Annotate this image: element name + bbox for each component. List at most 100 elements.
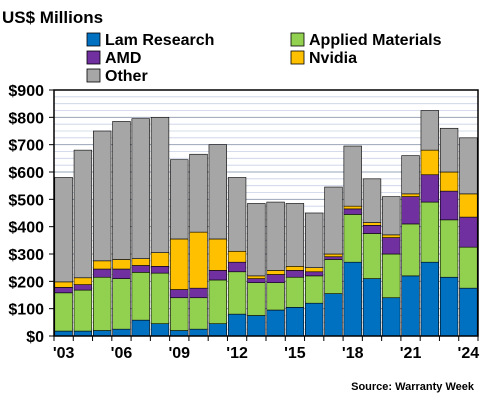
bar-segment-applied-materials bbox=[189, 297, 208, 330]
bar-segment-other bbox=[343, 145, 362, 207]
bar-segment-other bbox=[266, 201, 285, 271]
bar-segment-applied-materials bbox=[131, 272, 150, 321]
bar-segment-other bbox=[285, 203, 305, 267]
bar-segment-amd bbox=[362, 225, 382, 234]
bar-segment-nvidia bbox=[401, 193, 420, 197]
legend-swatch bbox=[86, 68, 101, 83]
chart-title: US$ Millions bbox=[2, 8, 103, 27]
x-tick-label: '24 bbox=[458, 345, 480, 362]
bar-segment-amd bbox=[54, 287, 73, 294]
bar-segment-other bbox=[324, 186, 343, 255]
bar-segment-applied-materials bbox=[266, 282, 285, 311]
bar-segment-other bbox=[73, 149, 93, 279]
bar-segment-lam-research bbox=[439, 276, 459, 337]
bar-segment-other bbox=[208, 144, 227, 240]
bars bbox=[54, 110, 478, 337]
y-tick-label: $400 bbox=[8, 220, 44, 237]
bar-segment-lam-research bbox=[324, 293, 343, 337]
bar-segment-amd bbox=[189, 287, 208, 299]
bar-segment-nvidia bbox=[247, 275, 266, 279]
legend: Lam Research Applied Materials AMD Nvidia Ot… bbox=[86, 32, 442, 85]
y-tick-label: $600 bbox=[8, 165, 44, 182]
legend-label: Lam Research bbox=[105, 32, 214, 49]
bar-segment-applied-materials bbox=[324, 259, 343, 294]
bar-segment-nvidia bbox=[382, 234, 401, 238]
bar-segment-applied-materials bbox=[285, 276, 305, 308]
bar-segment-other bbox=[459, 137, 478, 195]
bar-segment-nvidia bbox=[324, 253, 343, 258]
bar-segment-nvidia bbox=[439, 171, 459, 192]
bar-segment-amd bbox=[285, 270, 305, 278]
bar-segment-applied-materials bbox=[227, 271, 247, 315]
bar-segment-nvidia bbox=[54, 281, 73, 288]
y-axis: $0 $100 $200 $300 $400 $500 $600 $700 $800 $900 bbox=[8, 83, 54, 346]
legend-label: AMD bbox=[105, 50, 141, 67]
x-tick-label: '18 bbox=[342, 345, 364, 362]
bar-segment-other bbox=[189, 153, 208, 233]
bar-segment-other bbox=[439, 127, 459, 173]
x-tick-label: '12 bbox=[226, 345, 248, 362]
bar-segment-nvidia bbox=[305, 267, 324, 273]
bar-segment-lam-research bbox=[285, 306, 305, 337]
bar-segment-nvidia bbox=[420, 149, 439, 176]
bar-segment-lam-research bbox=[227, 313, 247, 337]
bar-segment-applied-materials bbox=[247, 282, 266, 316]
x-tick-label: '06 bbox=[111, 345, 133, 362]
bar-segment-other bbox=[150, 117, 170, 253]
bar-segment-nvidia bbox=[285, 265, 305, 271]
bar-segment-nvidia bbox=[266, 270, 285, 275]
bar-segment-nvidia bbox=[73, 277, 93, 285]
bar-segment-lam-research bbox=[189, 328, 208, 337]
bar-segment-amd bbox=[324, 256, 343, 260]
x-tick-label: '09 bbox=[168, 345, 190, 362]
bar-segment-other bbox=[305, 212, 324, 268]
legend-swatch bbox=[290, 32, 305, 47]
bar-segment-nvidia bbox=[150, 252, 170, 267]
bar-segment-other bbox=[93, 130, 112, 262]
bar-segment-applied-materials bbox=[420, 201, 439, 263]
bar-segment-other bbox=[112, 121, 131, 260]
bar-segment-other bbox=[170, 159, 189, 240]
legend-label: Applied Materials bbox=[309, 32, 442, 49]
bar-segment-nvidia bbox=[208, 238, 227, 271]
bar-segment-lam-research bbox=[131, 319, 150, 337]
y-tick-label: $700 bbox=[8, 138, 44, 155]
bar-segment-lam-research bbox=[305, 302, 324, 337]
x-tick-label: '03 bbox=[53, 345, 75, 362]
legend-label: Nvidia bbox=[309, 50, 357, 67]
bar-segment-amd bbox=[382, 237, 401, 255]
y-tick-label: $500 bbox=[8, 192, 44, 209]
bar-segment-amd bbox=[227, 261, 247, 273]
bar-segment-applied-materials bbox=[54, 292, 73, 332]
bar-segment-other bbox=[227, 177, 247, 252]
bar-segment-amd bbox=[208, 270, 227, 281]
bar-segment-amd bbox=[93, 268, 112, 278]
bar-segment-lam-research bbox=[247, 315, 266, 337]
y-tick-label: $900 bbox=[8, 83, 44, 100]
bar-segment-applied-materials bbox=[401, 223, 420, 277]
bar-segment-amd bbox=[459, 216, 478, 248]
bar-segment-nvidia bbox=[112, 259, 131, 270]
bar-segment-applied-materials bbox=[150, 272, 170, 324]
y-tick-label: $0 bbox=[26, 329, 44, 346]
bar-segment-amd bbox=[305, 271, 324, 277]
bar-segment-applied-materials bbox=[170, 297, 189, 331]
bar-segment-applied-materials bbox=[439, 219, 459, 278]
bar-segment-applied-materials bbox=[112, 278, 131, 330]
y-tick-label: $300 bbox=[8, 247, 44, 264]
bar-segment-amd bbox=[150, 265, 170, 274]
legend-swatch bbox=[86, 50, 101, 65]
bar-segment-nvidia bbox=[170, 238, 189, 290]
bar-segment-applied-materials bbox=[362, 233, 382, 279]
y-tick-label: $200 bbox=[8, 274, 44, 291]
bar-segment-lam-research bbox=[343, 261, 362, 337]
bar-segment-amd bbox=[343, 208, 362, 215]
bar-segment-other bbox=[401, 155, 420, 195]
bar-segment-applied-materials bbox=[459, 246, 478, 289]
x-tick-label: '21 bbox=[400, 345, 422, 362]
bar-segment-lam-research bbox=[382, 297, 401, 337]
bar-segment-nvidia bbox=[459, 193, 478, 218]
bar-segment-applied-materials bbox=[305, 275, 324, 304]
x-axis: '03 '06 '09 '12 '15 '18 '21 '24 bbox=[53, 336, 479, 362]
bar-segment-lam-research bbox=[401, 275, 420, 337]
